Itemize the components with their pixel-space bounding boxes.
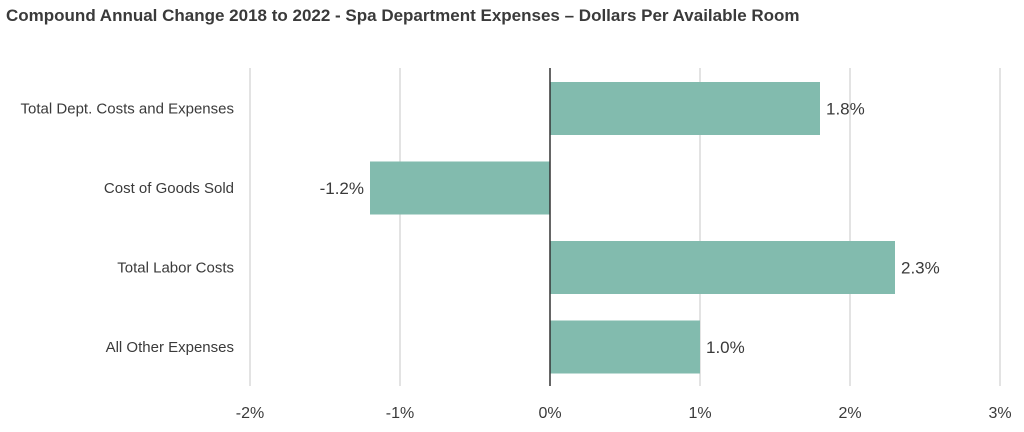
x-tick-label: 3% bbox=[988, 405, 1011, 422]
category-label: Cost of Goods Sold bbox=[104, 180, 234, 197]
x-tick-label: -2% bbox=[236, 405, 264, 422]
data-label: 1.0% bbox=[706, 338, 745, 357]
x-tick-label: 0% bbox=[538, 405, 561, 422]
data-label: -1.2% bbox=[320, 179, 364, 198]
category-label: Total Dept. Costs and Expenses bbox=[21, 101, 234, 118]
data-label: 1.8% bbox=[826, 100, 865, 119]
chart-title: Compound Annual Change 2018 to 2022 - Sp… bbox=[6, 6, 800, 25]
x-tick-label: 2% bbox=[838, 405, 861, 422]
category-label: All Other Expenses bbox=[106, 339, 234, 356]
bar bbox=[550, 320, 700, 374]
bar bbox=[550, 82, 820, 135]
bar bbox=[550, 241, 895, 294]
category-label: Total Labor Costs bbox=[117, 260, 234, 277]
x-tick-label: -1% bbox=[386, 405, 414, 422]
bar bbox=[370, 161, 550, 215]
data-label: 2.3% bbox=[901, 259, 940, 278]
x-tick-label: 1% bbox=[688, 405, 711, 422]
